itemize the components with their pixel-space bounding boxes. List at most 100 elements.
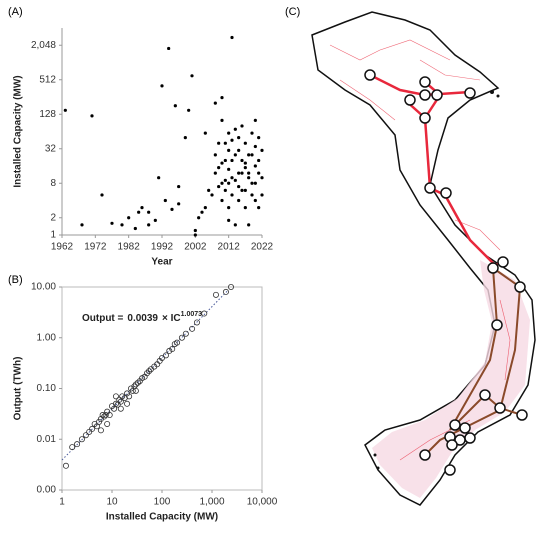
point bbox=[104, 420, 111, 427]
point bbox=[220, 118, 224, 122]
point bbox=[230, 176, 234, 180]
x-axis-title: Installed Capacity (MW) bbox=[106, 512, 218, 523]
point bbox=[102, 412, 109, 419]
y-tick-label: 10.00 bbox=[31, 282, 56, 293]
point bbox=[153, 218, 157, 222]
point bbox=[157, 176, 161, 180]
point bbox=[197, 216, 201, 220]
point bbox=[237, 171, 241, 175]
point bbox=[174, 339, 181, 346]
point bbox=[124, 400, 131, 407]
x-tick-label: 100 bbox=[154, 497, 171, 508]
point bbox=[213, 153, 217, 157]
y-tick-label: 1 bbox=[50, 230, 56, 241]
point bbox=[247, 223, 251, 227]
point bbox=[193, 228, 197, 233]
point bbox=[74, 441, 81, 448]
point bbox=[228, 283, 235, 290]
point bbox=[97, 427, 104, 434]
point bbox=[257, 136, 261, 140]
x-tick-label: 10 bbox=[106, 497, 118, 508]
point bbox=[222, 288, 229, 295]
island-dots bbox=[373, 90, 500, 470]
x-tick-label: 1982 bbox=[118, 242, 141, 253]
point bbox=[80, 223, 84, 227]
point bbox=[133, 226, 137, 231]
point bbox=[207, 188, 211, 193]
point bbox=[220, 161, 224, 165]
panel-label: (B) bbox=[8, 274, 23, 286]
point bbox=[223, 188, 227, 193]
point bbox=[237, 184, 241, 189]
point bbox=[247, 176, 251, 180]
point bbox=[217, 141, 221, 145]
point bbox=[227, 218, 231, 222]
y-tick-label: 0.00 bbox=[37, 485, 57, 496]
x-tick-label: 1962 bbox=[51, 242, 74, 253]
point bbox=[201, 310, 208, 317]
point bbox=[146, 368, 153, 375]
point bbox=[110, 221, 114, 225]
x-tick-label: 2022 bbox=[251, 242, 274, 253]
fit-term: × IC bbox=[162, 313, 181, 324]
point bbox=[233, 153, 237, 157]
y-tick-label: 2,048 bbox=[31, 40, 56, 51]
x-tick-label: 1992 bbox=[151, 242, 174, 253]
y-tick-label: 1.00 bbox=[37, 332, 57, 343]
point bbox=[182, 330, 189, 337]
point bbox=[132, 381, 139, 388]
point bbox=[132, 387, 139, 394]
point bbox=[117, 405, 124, 412]
point bbox=[243, 141, 247, 145]
x-tick-label: 2012 bbox=[218, 242, 241, 253]
point bbox=[247, 171, 251, 175]
point bbox=[82, 432, 89, 439]
point bbox=[250, 181, 254, 185]
point bbox=[210, 193, 214, 197]
point bbox=[63, 108, 67, 112]
point bbox=[90, 114, 94, 118]
y-axis-title: Output (TWh) bbox=[13, 357, 24, 421]
point bbox=[243, 166, 247, 170]
point bbox=[230, 35, 234, 40]
map bbox=[311, 11, 536, 506]
point bbox=[260, 176, 264, 180]
point bbox=[240, 124, 244, 128]
point bbox=[169, 346, 176, 353]
point bbox=[193, 233, 197, 237]
point bbox=[237, 198, 241, 203]
point bbox=[177, 184, 181, 189]
point bbox=[233, 127, 237, 131]
point bbox=[220, 95, 224, 100]
point bbox=[227, 167, 231, 171]
point bbox=[69, 444, 76, 451]
point bbox=[233, 178, 237, 182]
point bbox=[230, 158, 234, 163]
fit-exp: 1.0073 bbox=[181, 311, 203, 318]
point bbox=[193, 319, 200, 326]
point bbox=[143, 370, 150, 377]
point bbox=[250, 193, 254, 197]
point bbox=[100, 193, 104, 197]
point bbox=[120, 223, 124, 227]
point bbox=[253, 144, 257, 149]
point bbox=[257, 206, 261, 210]
y-tick-label: 512 bbox=[39, 74, 56, 85]
point bbox=[177, 202, 181, 206]
x-axis-title: Year bbox=[151, 257, 172, 268]
point bbox=[167, 46, 171, 51]
point bbox=[240, 158, 244, 163]
point bbox=[89, 425, 96, 432]
y-axis-title: Installed Capacity (MW) bbox=[13, 75, 24, 187]
point bbox=[257, 171, 261, 175]
point bbox=[223, 158, 227, 163]
point bbox=[187, 108, 191, 112]
point bbox=[62, 462, 69, 469]
point bbox=[189, 325, 196, 332]
x-tick-label: 1 bbox=[59, 497, 65, 508]
point bbox=[250, 131, 254, 135]
point bbox=[260, 193, 264, 197]
point bbox=[183, 136, 187, 140]
point bbox=[200, 210, 204, 214]
